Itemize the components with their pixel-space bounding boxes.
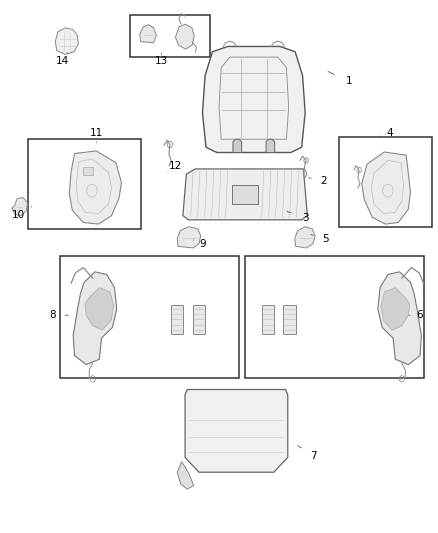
Text: 10: 10 [11,209,25,220]
Text: 5: 5 [322,234,329,244]
Text: 7: 7 [311,451,317,461]
Polygon shape [295,227,315,248]
Text: 14: 14 [56,56,69,66]
Text: 1: 1 [346,76,353,86]
Bar [339,136,432,227]
Text: 9: 9 [199,239,206,249]
Polygon shape [55,28,78,54]
Polygon shape [69,151,121,224]
Bar [83,167,93,175]
Bar [130,14,210,57]
Text: 12: 12 [169,161,182,171]
Polygon shape [261,305,274,334]
Polygon shape [362,152,410,224]
Polygon shape [193,305,205,334]
Text: 13: 13 [155,56,168,66]
Polygon shape [202,46,305,152]
Polygon shape [12,198,28,216]
Polygon shape [378,272,421,365]
Bar [232,185,258,204]
Bar [28,139,141,229]
Polygon shape [176,24,194,49]
Polygon shape [266,139,275,152]
Text: 11: 11 [90,128,103,138]
Text: 8: 8 [49,310,56,320]
Polygon shape [85,288,114,330]
Bar [60,256,239,378]
Polygon shape [171,305,184,334]
Text: 4: 4 [387,128,393,138]
Polygon shape [73,272,117,365]
Polygon shape [177,227,201,248]
Polygon shape [233,139,242,152]
Polygon shape [185,390,288,472]
Polygon shape [177,462,194,489]
Text: 6: 6 [416,310,423,320]
Text: 3: 3 [302,213,308,223]
Polygon shape [381,288,410,330]
Polygon shape [183,169,307,220]
Polygon shape [283,305,296,334]
Bar [245,256,424,378]
Polygon shape [140,25,156,43]
Text: 2: 2 [320,175,327,185]
